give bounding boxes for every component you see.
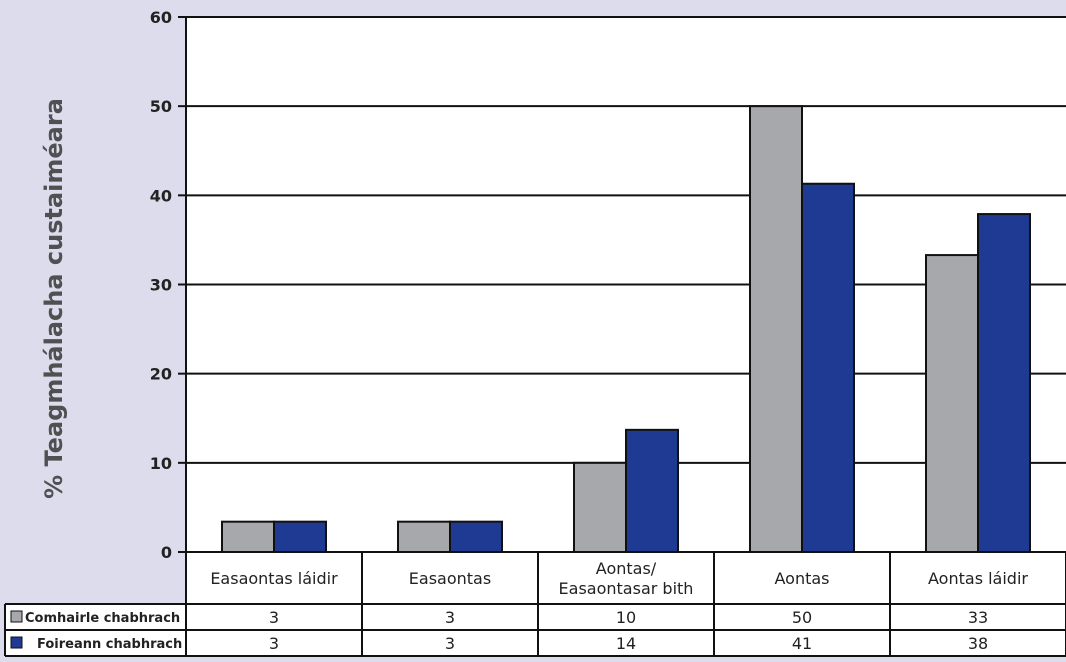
series-label: Comhairle chabhrach [25,611,180,626]
bar-comhairle [221,520,275,554]
bar-comhairle [397,520,451,554]
y-tick-label: 60 [150,8,172,27]
category-label: Easaontas [409,569,491,588]
data-cell: 50 [792,608,812,627]
category-label: Aontas/ [596,559,657,578]
series-label: Foireann chabhrach [37,637,182,652]
bar-foireann [801,182,855,553]
data-cell: 14 [616,634,636,653]
y-tick-label: 50 [150,97,172,116]
category-label: Aontas láidir [928,569,1028,588]
bar-foireann [273,520,327,554]
data-cell: 3 [269,608,279,627]
data-cell: 38 [968,634,988,653]
bar-foireann [625,428,679,554]
legend-swatch-foireann [10,636,23,649]
y-tick-label: 20 [150,365,172,384]
category-label: Easaontas láidir [210,569,338,588]
bar-foireann [977,213,1031,554]
bar-comhairle [573,461,627,554]
bar-foireann [449,520,503,554]
data-cell: 3 [445,608,455,627]
bar-comhairle [925,254,979,553]
data-cell: 41 [792,634,812,653]
category-label: Easaontasar bith [559,579,694,598]
category-label: Aontas [774,569,829,588]
y-tick-label: 0 [161,543,172,562]
category-row-bg [186,552,1066,604]
data-cell: 3 [269,634,279,653]
data-cell: 10 [616,608,636,627]
y-tick-label: 30 [150,276,172,295]
y-tick-label: 10 [150,454,172,473]
bar-comhairle [749,105,803,554]
y-axis-title: % Teagmhálacha custaiméara [40,98,68,499]
data-cell: 3 [445,634,455,653]
data-cell: 33 [968,608,988,627]
legend-swatch-comhairle [10,610,23,623]
y-tick-label: 40 [150,186,172,205]
